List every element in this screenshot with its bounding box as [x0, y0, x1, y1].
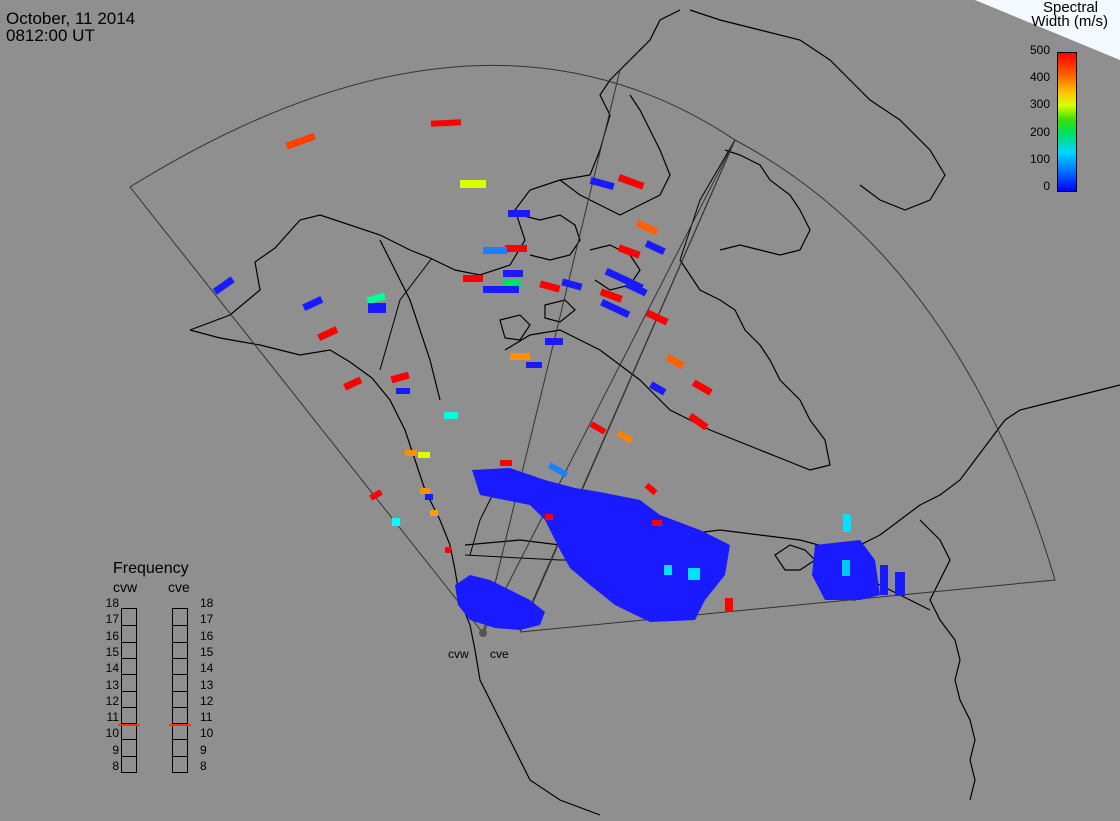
frequency-grid-line	[173, 657, 187, 659]
time-label: 0812:00 UT	[6, 26, 95, 45]
frequency-scale-label: 18	[200, 596, 214, 610]
frequency-label-cve: cve	[168, 579, 190, 595]
frequency-grid-line	[173, 625, 187, 627]
frequency-grid-line	[173, 755, 187, 757]
frequency-scale-label: 12	[105, 693, 119, 708]
colorbar-tick-label: 0	[1043, 179, 1050, 193]
colorbar-title-line2: Width (m/s)	[1031, 13, 1108, 30]
frequency-scale-label: 16	[200, 628, 214, 643]
map-corner-region	[975, 0, 1120, 60]
frequency-grid-line	[122, 690, 136, 692]
frequency-scale-label: 18	[105, 596, 119, 610]
radar-fov-outlines	[129, 64, 1056, 634]
colorbar-tick-label: 200	[1029, 124, 1050, 139]
frequency-grid-line	[173, 739, 187, 741]
radar-site-marker	[479, 629, 487, 637]
frequency-scale-label: 16	[105, 628, 119, 643]
frequency-scale-label: 13	[200, 677, 214, 692]
frequency-scale-label: 11	[200, 710, 213, 725]
frequency-scale-box	[121, 608, 137, 773]
frequency-scale-label: 17	[105, 612, 119, 627]
radar-echoes	[212, 119, 905, 630]
frequency-scale-label: 12	[200, 693, 214, 708]
frequency-scale-label: 17	[200, 612, 214, 627]
frequency-label-cvw: cvw	[113, 579, 138, 595]
frequency-grid-line	[122, 706, 136, 708]
frequency-scale-label: 14	[105, 661, 119, 676]
frequency-grid-line	[122, 723, 136, 725]
frequency-scale-label: 9	[200, 742, 207, 757]
radar-site-label-cvw: cvw	[448, 647, 469, 661]
radar-site-label-cve: cve	[490, 647, 509, 661]
frequency-scale-label: 8	[112, 759, 119, 773]
frequency-title: Frequency	[113, 560, 189, 577]
date-label: October, 11 2014	[6, 9, 136, 28]
frequency-scale-label: 8	[200, 759, 207, 773]
frequency-grid-line	[122, 641, 136, 643]
frequency-grid-line	[122, 739, 136, 741]
frequency-scale-label: 15	[105, 644, 119, 659]
frequency-grid-line	[173, 674, 187, 676]
colorbar-tick-label: 300	[1029, 97, 1050, 112]
frequency-grid-line	[122, 755, 136, 757]
frequency-grid-line	[122, 674, 136, 676]
frequency-scale-label: 15	[200, 644, 214, 659]
frequency-grid-line	[173, 641, 187, 643]
colorbar-title-line1: Spectral	[1042, 0, 1098, 16]
frequency-marker	[118, 723, 140, 726]
frequency-grid-line	[122, 625, 136, 627]
frequency-grid-line	[173, 723, 187, 725]
frequency-marker	[169, 723, 191, 726]
frequency-scale-label: 13	[105, 677, 119, 692]
frequency-grid-line	[173, 706, 187, 708]
frequency-scale-label: 10	[105, 726, 119, 741]
frequency-grid-line	[122, 657, 136, 659]
frequency-scale-box	[172, 608, 188, 773]
frequency-scale-label: 10	[200, 726, 214, 741]
frequency-scale-label: 14	[200, 661, 214, 676]
colorbar-tick-label: 500	[1029, 43, 1050, 57]
colorbar	[1057, 52, 1077, 192]
colorbar-tick-label: 100	[1029, 151, 1050, 166]
frequency-scale-label: 11	[106, 710, 119, 725]
frequency-scale-label: 9	[112, 742, 119, 757]
colorbar-tick-label: 400	[1029, 70, 1050, 85]
frequency-grid-line	[173, 690, 187, 692]
